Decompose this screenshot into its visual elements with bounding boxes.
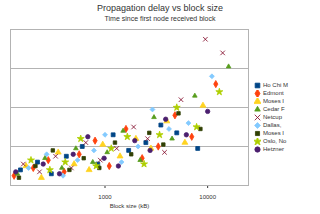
html-text:Moses I: Moses I	[263, 98, 284, 104]
html-text:Oslo, No: Oslo, No	[263, 138, 287, 144]
svg-text:10000: 10000	[199, 194, 216, 200]
html-text:Edmont: Edmont	[263, 90, 284, 96]
html-text:Hetzner: Hetzner	[263, 146, 284, 152]
html-text:Cedar F: Cedar F	[263, 106, 285, 112]
svg-text:Block size (kB): Block size (kB)	[110, 203, 150, 209]
html-text:Dallas,: Dallas,	[263, 122, 282, 128]
html-text:Time since first node received: Time since first node received block	[104, 15, 216, 22]
html-text:Ho Chi M: Ho Chi M	[263, 82, 288, 88]
svg-text:1000: 1000	[98, 194, 112, 200]
html-text:Moses I: Moses I	[263, 130, 284, 136]
html-text:Propagation delay vs block siz: Propagation delay vs block size	[97, 3, 223, 13]
html-text:Netcup: Netcup	[263, 114, 282, 120]
